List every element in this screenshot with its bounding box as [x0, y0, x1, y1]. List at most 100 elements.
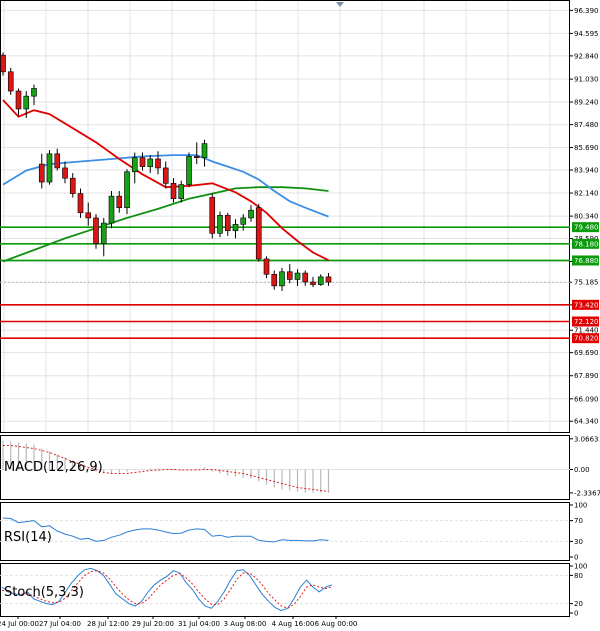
macd-label: MACD(12,26,9) — [4, 460, 103, 475]
candle-body — [310, 281, 316, 285]
resistance-tag-bg — [572, 238, 599, 249]
candle-body — [69, 177, 76, 194]
candle-body — [302, 272, 309, 283]
support-resistance-levels — [0, 226, 570, 339]
candle-body — [93, 217, 99, 244]
price-tick-label: 80.340 — [574, 213, 599, 221]
candle-body — [108, 195, 115, 224]
support-tag: 73.420 — [574, 301, 599, 309]
price-tick-label: 82.140 — [574, 190, 599, 198]
stoch-tick-label: 100 — [574, 563, 587, 571]
time-tick-label: 28 Jul 12:00 — [87, 620, 129, 628]
candle-body — [248, 209, 254, 219]
stoch-tick-label: 0 — [574, 610, 578, 618]
support-tag-bg — [572, 333, 599, 344]
panel-frame — [0, 435, 570, 500]
scroll-marker-icon[interactable] — [336, 2, 344, 7]
candle-body — [201, 143, 208, 158]
candle — [116, 191, 123, 213]
candle — [170, 178, 177, 203]
candle — [271, 270, 278, 290]
candle-body — [162, 167, 169, 184]
candle-body — [279, 271, 285, 287]
macd-panel: 3.0663 0.00 -2.3367 — [0, 435, 600, 497]
candle — [62, 161, 68, 184]
price-candles — [0, 52, 332, 291]
candle-body — [217, 215, 223, 234]
candle — [232, 219, 239, 239]
resistance-tag: 76.880 — [574, 257, 599, 265]
resistance-tag: 79.480 — [574, 224, 599, 232]
time-tick-label: 4 Aug 16:00 — [272, 620, 315, 628]
stoch-label: Stoch(5,3,3) — [4, 585, 84, 600]
candle — [15, 88, 22, 116]
candle — [310, 276, 316, 288]
candle — [302, 270, 309, 286]
candle — [85, 202, 92, 226]
candle — [279, 267, 285, 291]
candle-body — [15, 90, 22, 110]
time-axis: 24 Jul 00:00 27 Jul 04:00 28 Jul 12:00 29 J… — [0, 616, 357, 628]
candle-body — [31, 88, 37, 97]
candle — [131, 152, 138, 184]
candle — [162, 161, 169, 189]
candle — [38, 153, 45, 189]
time-tick-label: 3 Aug 08:00 — [224, 620, 267, 628]
price-tick-label: 64.340 — [574, 418, 599, 426]
candle-body — [209, 197, 216, 234]
rsi-tick-label: 100 — [574, 502, 587, 510]
candle-body — [186, 156, 192, 185]
panel-frames — [0, 0, 570, 617]
support-tag: 70.820 — [574, 335, 599, 343]
price-tick-label: 83.940 — [574, 166, 599, 174]
candle — [100, 217, 107, 257]
rsi-tick-label: 70 — [574, 517, 583, 525]
candle-body — [170, 183, 177, 199]
macd-tick-label: -2.3367 — [574, 489, 600, 497]
price-axis: 96.390 94.595 92.840 91.030 89.240 87.480 85.6… — [570, 7, 599, 426]
candle — [0, 52, 6, 76]
candle-body — [38, 163, 45, 183]
candle — [108, 191, 115, 229]
rsi-tick-label: 30 — [574, 538, 583, 546]
candle-body — [263, 258, 270, 275]
current-price-tag: 75.185 — [574, 279, 599, 287]
price-tick-label: 87.480 — [574, 121, 599, 129]
stoch-tick-label: 20 — [574, 600, 583, 608]
candle — [286, 264, 293, 284]
time-tick-label: 6 Aug 00:00 — [315, 620, 358, 628]
candle — [201, 139, 208, 167]
candle-body — [131, 157, 138, 173]
candle — [178, 180, 185, 203]
ma-fast-line — [2, 99, 329, 262]
price-tags: 79.480 78.180 76.880 73.420 72.120 70.820 75.1… — [572, 222, 599, 344]
candle — [23, 91, 30, 118]
candle — [77, 188, 84, 218]
stoch-tick-label: 80 — [574, 572, 583, 580]
candle — [224, 212, 231, 236]
candle — [317, 274, 324, 286]
candle — [69, 173, 76, 198]
price-tick-label: 96.390 — [574, 7, 599, 15]
candle — [7, 67, 14, 95]
rsi-panel: 100 70 30 0 — [0, 502, 587, 562]
candle — [325, 273, 332, 286]
candle — [46, 149, 53, 185]
resistance-tag-bg — [572, 222, 599, 233]
time-tick-label: 31 Jul 04:00 — [178, 620, 220, 628]
price-tick-label: 66.090 — [574, 395, 599, 403]
panel-frame — [0, 0, 570, 433]
candle-body — [0, 54, 6, 73]
candle-body — [23, 95, 30, 110]
candle — [147, 155, 154, 174]
time-tick-label: 27 Jul 04:00 — [39, 620, 81, 628]
price-tick-label: 67.890 — [574, 372, 599, 380]
candle-body — [77, 193, 84, 214]
candle-body — [139, 157, 146, 167]
price-tick-label: 85.690 — [574, 144, 599, 152]
candle-body — [232, 224, 239, 232]
time-tick-label: 29 Jul 20:00 — [132, 620, 174, 628]
candle — [54, 148, 61, 171]
candle-body — [178, 184, 185, 199]
